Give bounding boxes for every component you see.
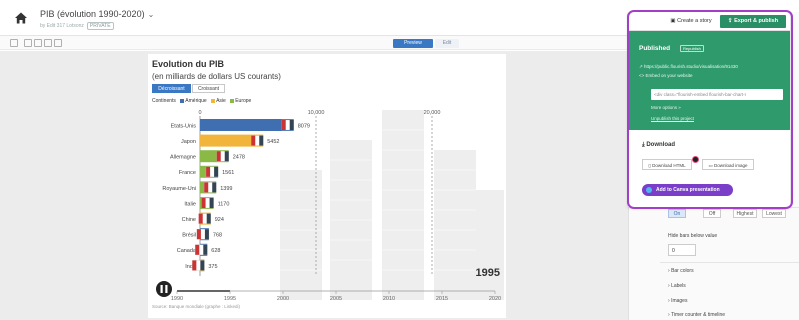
section-bar-colors[interactable]: › Bar colors xyxy=(668,268,694,274)
section-timer[interactable]: › Timer counter & timeline xyxy=(668,312,725,318)
external-link-icon: ↗ xyxy=(639,64,645,69)
export-publish-button[interactable]: ⇪ Export & publish xyxy=(720,15,786,28)
download-image-button[interactable]: ▭ Download image xyxy=(702,159,754,170)
embed-label-text: Embed on your website xyxy=(645,73,693,78)
option-on[interactable]: On xyxy=(668,209,686,218)
story-icon: ▣ xyxy=(670,18,678,24)
download-image-label: Download image xyxy=(713,163,748,168)
create-story-label: Create a story xyxy=(677,18,712,24)
embed-label: <> Embed on your website xyxy=(639,73,693,78)
home-icon[interactable] xyxy=(14,11,28,25)
download-icon: ⤓ xyxy=(642,142,647,148)
legend-item-asie[interactable]: Asie xyxy=(216,98,226,104)
legend-item-amerique[interactable]: Amérique xyxy=(185,98,207,104)
cursor-indicator xyxy=(692,156,699,163)
download-html-button[interactable]: ▯ Download HTML xyxy=(642,159,692,170)
download-heading-text: Download xyxy=(646,142,675,148)
chevron-right-icon: › xyxy=(668,312,672,318)
option-off[interactable]: Off xyxy=(703,209,721,218)
chevron-right-icon: › xyxy=(668,298,672,304)
add-to-canva-button[interactable]: Add to Canva presentation xyxy=(642,184,733,196)
more-options-link[interactable]: More options » xyxy=(651,105,681,110)
file-icon: ▯ xyxy=(648,163,653,168)
create-story-button[interactable]: ▣ Create a story xyxy=(664,16,718,27)
export-publish-label: Export & publish xyxy=(734,18,779,24)
download-html-label: Download HTML xyxy=(652,163,686,168)
panel-divider xyxy=(660,262,799,263)
mobile-icon[interactable] xyxy=(44,39,52,47)
expand-icon[interactable] xyxy=(10,39,18,47)
fullscreen-icon[interactable] xyxy=(54,39,62,47)
canva-icon xyxy=(646,187,652,193)
sort-ascending-button[interactable]: Croissant xyxy=(192,84,225,93)
code-icon: <> xyxy=(639,73,646,78)
section-label: Bar colors xyxy=(671,268,694,274)
publish-section: Published Republish ↗ https://public.flo… xyxy=(628,31,790,130)
project-title[interactable]: PIB (évolution 1990-2020) ⌄ xyxy=(40,9,154,19)
legend-item-europe[interactable]: Europe xyxy=(235,98,252,104)
editor-toolbar: Preview Edit xyxy=(0,36,628,50)
chart-title: Evolution du PIB xyxy=(152,59,224,69)
republish-button[interactable]: Republish xyxy=(680,45,704,52)
project-author: by Edit 317 Lotsonz xyxy=(40,23,84,29)
chart-legend: Continents Amérique Asie Europe xyxy=(152,98,251,104)
chart-source-note: Source: Banque mondiale (graphe : Linked… xyxy=(152,304,241,309)
tablet-icon[interactable] xyxy=(34,39,42,47)
upload-icon: ⇪ xyxy=(727,18,735,24)
section-images[interactable]: › Images xyxy=(668,298,687,304)
section-label: Labels xyxy=(671,283,686,289)
privacy-badge: PRIVATE xyxy=(86,22,114,30)
export-tabs: ▣ Create a story ⇪ Export & publish xyxy=(628,12,790,31)
export-dropdown: ▣ Create a story ⇪ Export & publish Publ… xyxy=(628,12,790,207)
option-highest[interactable]: Highest xyxy=(733,209,757,218)
section-label: Timer counter & timeline xyxy=(671,312,726,318)
embed-code-field[interactable]: <div class="flourish-embed flourish-bar-… xyxy=(651,89,783,100)
chevron-right-icon: › xyxy=(668,268,672,274)
section-label: Images xyxy=(671,298,688,304)
sort-descending-button[interactable]: Décroissant xyxy=(152,84,191,93)
unpublish-link[interactable]: Unpublish this project xyxy=(651,116,695,121)
image-icon: ▭ xyxy=(708,163,714,168)
chevron-right-icon: › xyxy=(668,283,672,289)
legend-swatch-amerique xyxy=(180,98,185,103)
highlight-frame xyxy=(627,10,793,209)
section-labels[interactable]: › Labels xyxy=(668,283,686,289)
hide-bars-input[interactable]: 0 xyxy=(668,244,696,256)
project-subtitle: by Edit 317 Lotsonz PRIVATE xyxy=(40,22,114,30)
chart-subtitle: (en milliards de dollars US courants) xyxy=(152,72,281,81)
edit-button[interactable]: Edit xyxy=(435,39,459,48)
public-url-link[interactable]: ↗ https://public.flourish.studio/visuali… xyxy=(639,64,738,70)
legend-swatch-asie xyxy=(211,98,216,103)
project-title-text: PIB (évolution 1990-2020) xyxy=(40,9,145,19)
legend-swatch-europe xyxy=(230,98,235,103)
download-section: ⤓ Download ▯ Download HTML ▭ Download im… xyxy=(628,130,790,207)
chevron-down-icon[interactable]: ⌄ xyxy=(147,10,155,19)
legend-title: Continents xyxy=(152,98,176,104)
desktop-icon[interactable] xyxy=(24,39,32,47)
preview-button[interactable]: Preview xyxy=(393,39,433,48)
public-url-text: https://public.flourish.studio/visualisa… xyxy=(644,64,738,69)
hide-bars-label: Hide bars below value xyxy=(668,233,718,239)
coins-background-image xyxy=(280,110,504,300)
published-heading: Published xyxy=(639,45,671,52)
option-lowest[interactable]: Lowest xyxy=(762,209,786,218)
download-heading: ⤓ Download xyxy=(642,142,675,149)
